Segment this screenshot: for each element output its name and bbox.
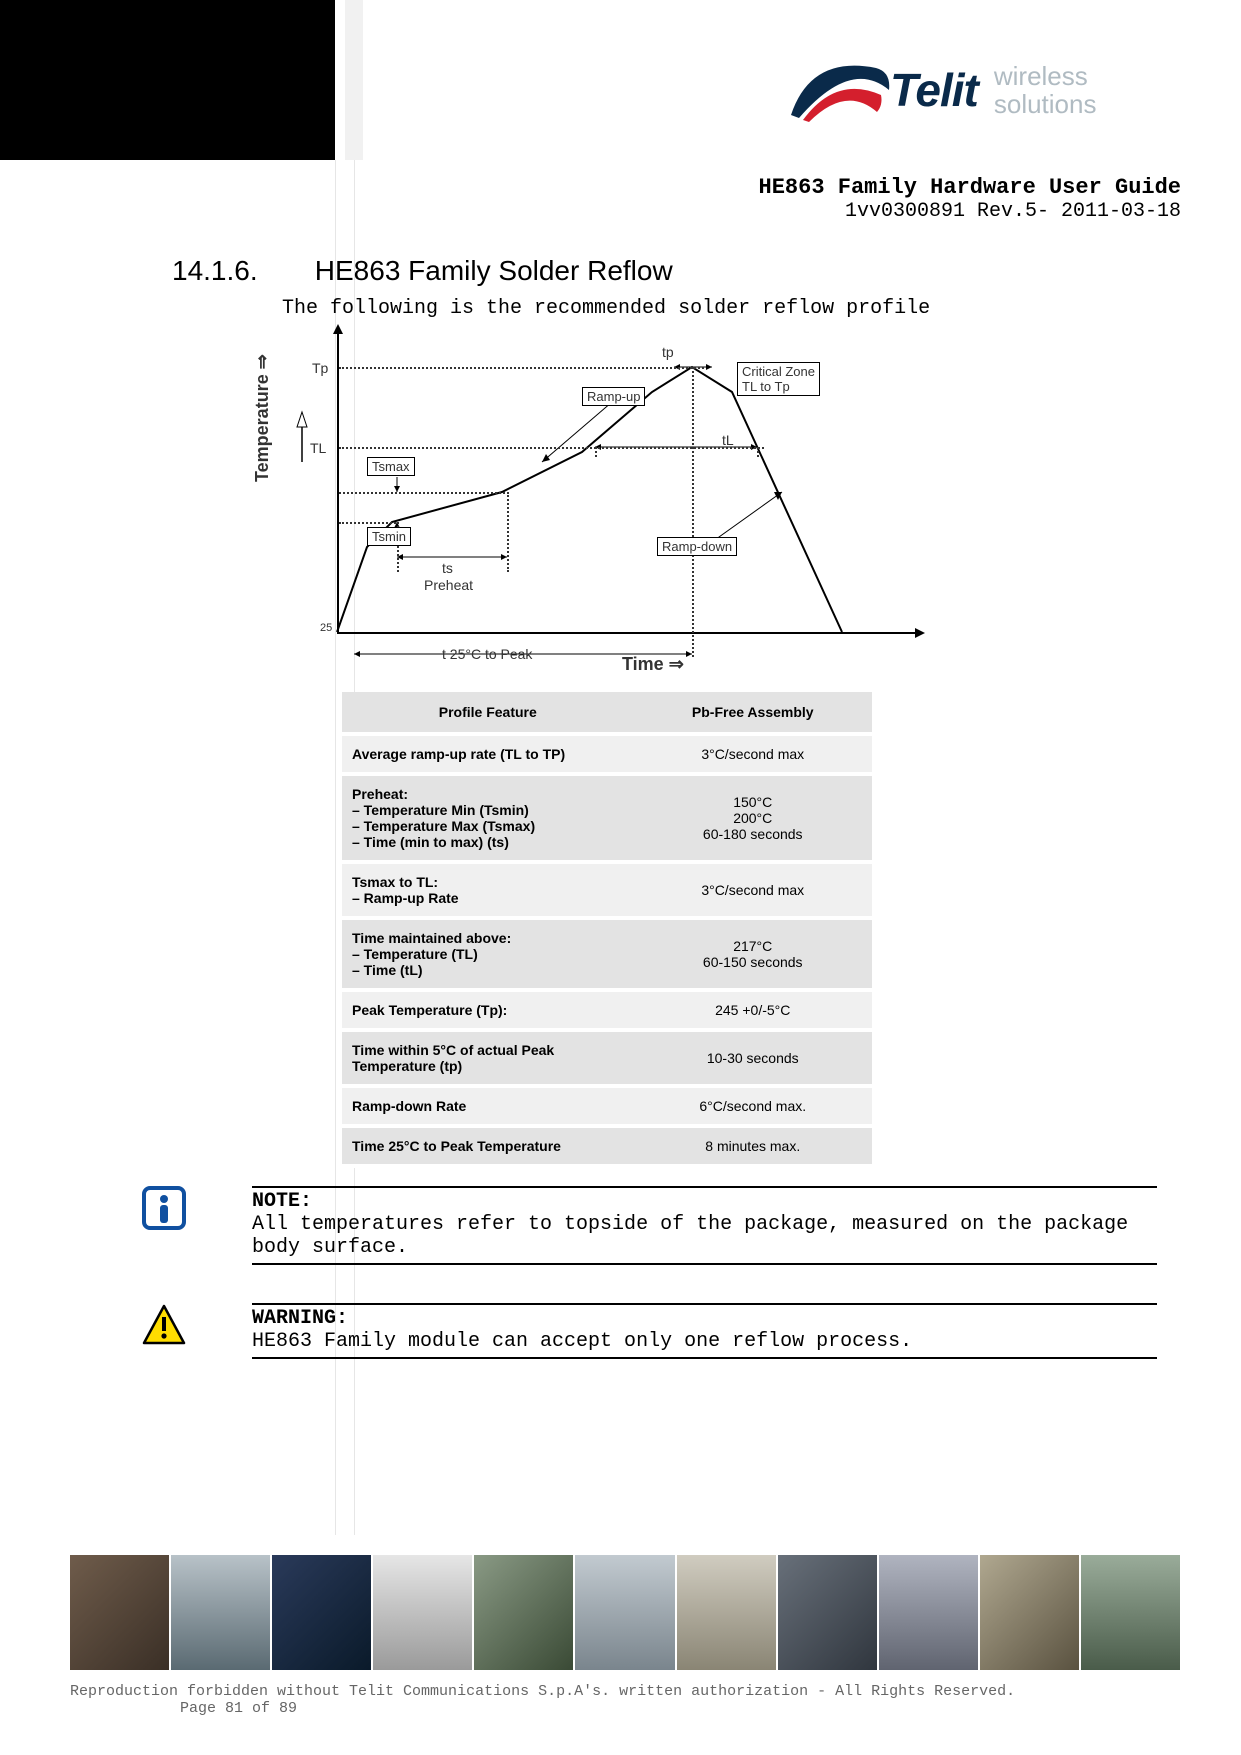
- chart-tp-line: [339, 367, 704, 369]
- chart-label-ts: ts: [442, 560, 453, 576]
- table-cell-feature: Ramp-down Rate: [342, 1086, 634, 1126]
- table-row: Time within 5°C of actual Peak Temperatu…: [342, 1030, 872, 1086]
- brand-tagline-line1: wireless: [994, 62, 1097, 90]
- brand-wordmark: Telit: [890, 63, 978, 117]
- table-row: Average ramp-up rate (TL to TP) 3°C/seco…: [342, 734, 872, 774]
- chart-label-critical-2: TL to Tp: [742, 379, 790, 394]
- table-cell-feature: Tsmax to TL: – Ramp-up Rate: [342, 862, 634, 918]
- chart-curve: [282, 332, 982, 677]
- footer-strip-tile: [1081, 1555, 1180, 1670]
- table-cell-feature: Time maintained above: – Temperature (TL…: [342, 918, 634, 990]
- footer-strip-tile: [272, 1555, 371, 1670]
- chart-label-tp: Tp: [312, 360, 328, 376]
- section-heading: 14.1.6. HE863 Family Solder Reflow: [172, 255, 1157, 287]
- table-cell-value: 8 minutes max.: [634, 1126, 873, 1166]
- doc-revision: 1vv0300891 Rev.5- 2011-03-18: [759, 200, 1181, 223]
- table-cell-value: 10-30 seconds: [634, 1030, 873, 1086]
- footer-strip-tile: [677, 1555, 776, 1670]
- table-row: Preheat: – Temperature Min (Tsmin) – Tem…: [342, 774, 872, 862]
- profile-feature-table: Profile Feature Pb-Free Assembly Average…: [342, 692, 872, 1168]
- brand-tagline-line2: solutions: [994, 90, 1097, 118]
- footer-strip-tile: [70, 1555, 169, 1670]
- table-row: Time maintained above: – Temperature (TL…: [342, 918, 872, 990]
- table-col-value: Pb-Free Assembly: [634, 692, 873, 734]
- warning-text: HE863 Family module can accept only one …: [252, 1330, 1157, 1353]
- brand-mark-icon: [781, 50, 896, 130]
- header-bar: Telit wireless solutions: [0, 0, 1241, 160]
- table-cell-value: 150°C 200°C 60-180 seconds: [634, 774, 873, 862]
- table-cell-feature: Average ramp-up rate (TL to TP): [342, 734, 634, 774]
- table-cell-feature: Preheat: – Temperature Min (Tsmin) – Tem…: [342, 774, 634, 862]
- note-callout: NOTE: All temperatures refer to topside …: [172, 1186, 1157, 1265]
- document-page: Telit wireless solutions HE863 Family Ha…: [0, 0, 1241, 1755]
- chart-label-tsmax: Tsmax: [367, 457, 415, 476]
- footer-strip-tile: [980, 1555, 1079, 1670]
- footer-copyright: Reproduction forbidden without Telit Com…: [70, 1683, 1180, 1717]
- info-icon: [142, 1186, 186, 1230]
- doc-title: HE863 Family Hardware User Guide: [759, 175, 1181, 200]
- chart-tl-end: [757, 447, 759, 457]
- footer-strip-tile: [575, 1555, 674, 1670]
- chart-label-critical-1: Critical Zone: [742, 364, 815, 379]
- table-cell-value: 245 +0/-5°C: [634, 990, 873, 1030]
- chart-label-preheat: Preheat: [424, 577, 473, 593]
- table-cell-value: 3°C/second max: [634, 862, 873, 918]
- brand-logo: Telit wireless solutions: [781, 45, 1181, 135]
- chart-label-rampdown: Ramp-down: [657, 537, 737, 556]
- warning-title: WARNING:: [252, 1307, 1157, 1330]
- chart-tsmax-line: [339, 492, 509, 494]
- table-cell-feature: Time within 5°C of actual Peak Temperatu…: [342, 1030, 634, 1086]
- chart-label-25: 25: [320, 622, 332, 634]
- brand-tagline: wireless solutions: [994, 62, 1097, 118]
- chart-peak-vline: [692, 367, 694, 657]
- chart-label-rampup: Ramp-up: [582, 387, 645, 406]
- chart-label-tl: TL: [310, 440, 326, 456]
- footer-strip-tile: [171, 1555, 270, 1670]
- chart-tl-start: [595, 447, 597, 457]
- note-text: All temperatures refer to topside of the…: [252, 1213, 1157, 1259]
- chart-label-tl-span: tL: [722, 432, 734, 448]
- chart-tsmin-line: [339, 522, 399, 524]
- footer-strip-tile: [474, 1555, 573, 1670]
- table-row: Peak Temperature (Tp): 245 +0/-5°C: [342, 990, 872, 1030]
- warning-body: WARNING: HE863 Family module can accept …: [252, 1303, 1157, 1359]
- footer-strip-tile: [879, 1555, 978, 1670]
- section-title: HE863 Family Solder Reflow: [315, 255, 673, 286]
- table-cell-value: 3°C/second max: [634, 734, 873, 774]
- footer-image-strip: [70, 1555, 1180, 1670]
- chart-tl-line: [339, 447, 764, 449]
- header-black-block: [0, 0, 335, 160]
- table-cell-feature: Time 25°C to Peak Temperature: [342, 1126, 634, 1166]
- reflow-profile-chart: Temperature ⇒ Time ⇒: [282, 332, 982, 677]
- doc-title-block: HE863 Family Hardware User Guide 1vv0300…: [759, 175, 1181, 223]
- note-title: NOTE:: [252, 1190, 1157, 1213]
- warning-callout: WARNING: HE863 Family module can accept …: [172, 1303, 1157, 1359]
- warning-icon: [142, 1303, 186, 1347]
- table-row: Tsmax to TL: – Ramp-up Rate 3°C/second m…: [342, 862, 872, 918]
- table-cell-feature: Peak Temperature (Tp):: [342, 990, 634, 1030]
- chart-label-critical: Critical Zone TL to Tp: [737, 362, 820, 396]
- table-row: Time 25°C to Peak Temperature 8 minutes …: [342, 1126, 872, 1166]
- chart-y-label: Temperature ⇒: [252, 354, 273, 482]
- table-row: Ramp-down Rate 6°C/second max.: [342, 1086, 872, 1126]
- footer-copy-text: Reproduction forbidden without Telit Com…: [70, 1683, 1015, 1700]
- header-grey-strip: [345, 0, 363, 160]
- chart-label-tsmin: Tsmin: [367, 527, 411, 546]
- table-header-row: Profile Feature Pb-Free Assembly: [342, 692, 872, 734]
- table-cell-value: 6°C/second max.: [634, 1086, 873, 1126]
- chart-ts-end: [507, 492, 509, 572]
- footer-strip-tile: [373, 1555, 472, 1670]
- footer-strip-tile: [778, 1555, 877, 1670]
- main-content: 14.1.6. HE863 Family Solder Reflow The f…: [172, 255, 1157, 1359]
- chart-label-peak-span: t 25°C to Peak: [442, 646, 532, 662]
- chart-label-tp-span: tp: [662, 344, 674, 360]
- section-number: 14.1.6.: [172, 255, 307, 287]
- section-intro: The following is the recommended solder …: [282, 297, 1157, 320]
- note-body: NOTE: All temperatures refer to topside …: [252, 1186, 1157, 1265]
- footer-page-number: Page 81 of 89: [180, 1700, 297, 1717]
- table-cell-value: 217°C 60-150 seconds: [634, 918, 873, 990]
- table-body: Average ramp-up rate (TL to TP) 3°C/seco…: [342, 734, 872, 1166]
- table-col-feature: Profile Feature: [342, 692, 634, 734]
